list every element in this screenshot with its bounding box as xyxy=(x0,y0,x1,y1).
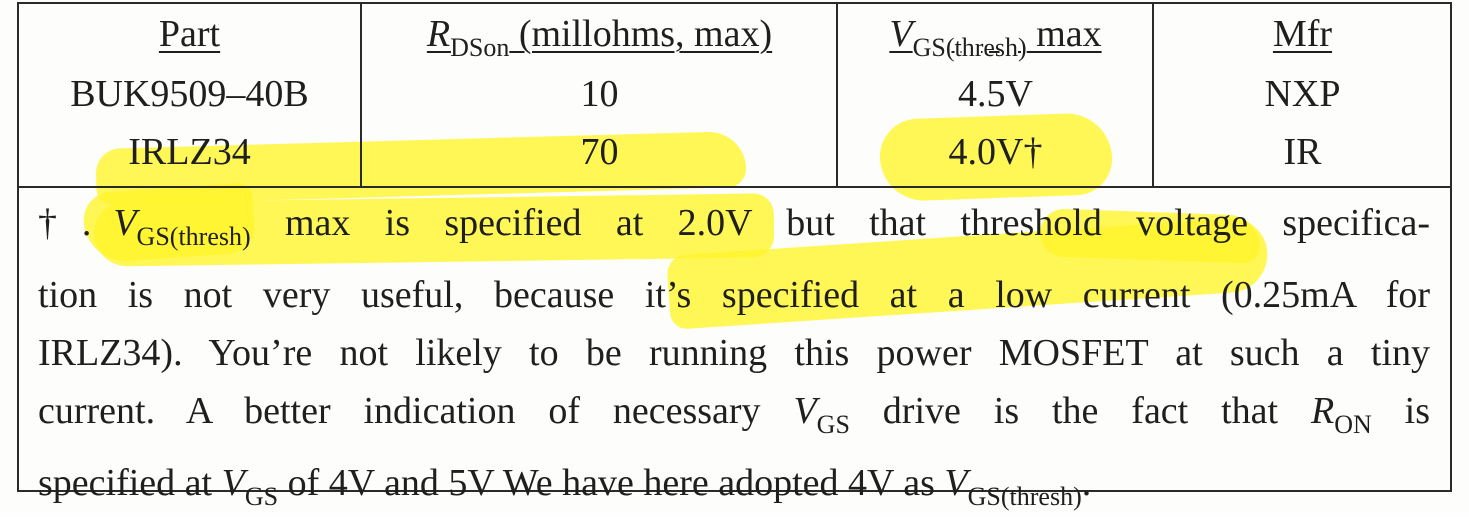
table-cell-vgs: 4.5V xyxy=(958,73,1033,115)
footnote-line-2: tion is not very useful, because it’s sp… xyxy=(38,274,1430,316)
vgs-symbol: V xyxy=(944,462,968,504)
header-part-label: Part xyxy=(158,13,221,55)
header-rdson-label: RDSon (millohms, max) xyxy=(426,13,773,62)
header-vgs-thresh: VGS(thresh) max xyxy=(839,6,1152,62)
dagger-marker: †. xyxy=(38,202,92,244)
table-divider xyxy=(17,186,1452,188)
footnote-text: specified at xyxy=(38,462,222,504)
vgs-symbol: V xyxy=(793,390,817,432)
footnote-text: of 4V and 5V We have here adopted 4V as xyxy=(278,462,945,504)
ron-symbol: R xyxy=(1310,390,1335,432)
footnote-text: drive is the fact that xyxy=(849,390,1311,432)
vgs-subscript: GS(thresh) xyxy=(912,33,1027,62)
document-page: Part RDSon (millohms, max) VGS(thresh) m… xyxy=(17,2,1452,511)
vgs-subscript: GS xyxy=(816,410,850,439)
footnote-text: current. A better indication of necessar… xyxy=(38,390,794,432)
table-frame xyxy=(17,2,1452,492)
rdson-unit: (millohms, max) xyxy=(509,13,773,55)
footnote-line-4: current. A better indication of necessar… xyxy=(38,382,1430,454)
header-mfr-label: Mfr xyxy=(1272,13,1333,55)
vgs-symbol: V xyxy=(889,13,913,55)
vgs-subscript: GS(thresh) xyxy=(967,482,1082,511)
header-part: Part xyxy=(19,6,360,62)
ron-subscript: ON xyxy=(1334,410,1372,439)
table-cell-part: IRLZ34 xyxy=(128,131,251,173)
vgs-subscript: GS(thresh) xyxy=(136,222,251,251)
table-cell-mfr: IR xyxy=(1283,131,1322,173)
table-cell-rdson: 10 xyxy=(580,73,619,115)
header-vgs-label: VGS(thresh) max xyxy=(889,13,1102,62)
table-cell-rdson: 70 xyxy=(580,131,619,173)
footnote-line-1: †. VGS(thresh) max is specified at 2.0V b… xyxy=(38,194,1430,266)
rdson-subscript: DSon xyxy=(450,33,510,62)
vgs-subscript: GS xyxy=(244,482,279,511)
header-mfr: Mfr xyxy=(1155,6,1450,62)
vgs-max: max xyxy=(1026,13,1102,55)
column-rule-2 xyxy=(836,2,838,188)
table-footnote: †. VGS(thresh) max is specified at 2.0V b… xyxy=(38,194,1430,526)
vgs-symbol: V xyxy=(113,202,137,244)
column-rule-3 xyxy=(1152,2,1154,188)
vgs-symbol: V xyxy=(221,462,245,504)
footnote-line-3: IRLZ34). You’re not likely to be running… xyxy=(38,332,1430,374)
header-rdson: RDSon (millohms, max) xyxy=(363,6,836,62)
footnote-text: . xyxy=(1081,462,1092,504)
footnote-line-5: specified at VGS of 4V and 5V We have he… xyxy=(38,454,1430,526)
table-cell-vgs: 4.0V† xyxy=(948,131,1043,173)
column-rule-1 xyxy=(360,2,362,188)
footnote-text: is xyxy=(1371,390,1430,432)
table-cell-part: BUK9509–40B xyxy=(70,73,309,115)
table-cell-mfr: NXP xyxy=(1264,73,1341,115)
rdson-symbol: R xyxy=(426,13,451,55)
footnote-text: max is specified at 2.0V but that thresh… xyxy=(250,202,1431,244)
